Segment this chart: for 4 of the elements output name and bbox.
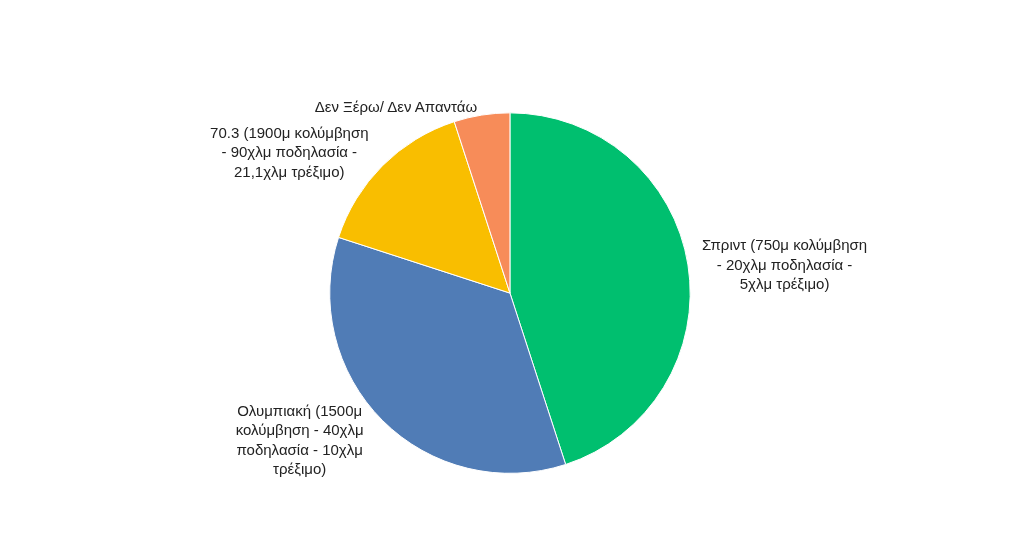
slice-label: Σπριντ (750μ κολύμβηση - 20χλμ ποδηλασία - 5χλμ τρέξιμο)	[701, 236, 868, 293]
slice-label: Ολυμπιακή (1500μ κολύμβηση - 40χλμ ποδηλασία - 10χλμ τρέξιμο)	[235, 401, 364, 478]
slice-label: Δεν Ξέρω/ Δεν Απαντάω	[314, 98, 478, 116]
slice-label: 70.3 (1900μ κολύμβηση - 90χλμ ποδηλασία - 21,1χλμ τρέξιμο)	[210, 123, 369, 180]
